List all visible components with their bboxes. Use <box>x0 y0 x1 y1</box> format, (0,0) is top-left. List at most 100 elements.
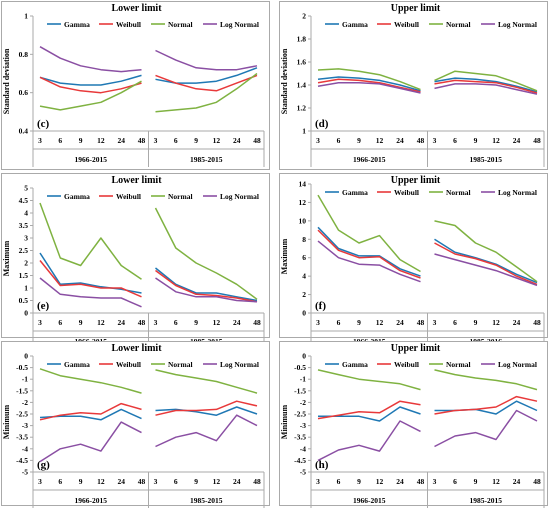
x-tick-label: 48 <box>417 318 425 327</box>
legend-label-gamma: Gamma <box>64 360 90 369</box>
y-tick-label: -2 <box>22 398 28 407</box>
panel-title: Lower limit <box>111 3 162 14</box>
series-line-normal <box>155 369 258 394</box>
x-tick-label: 12 <box>97 477 105 486</box>
period-group-2: 3 6 9 12 24 48 1985-2015 <box>427 70 545 167</box>
series-line-weibull <box>39 402 142 421</box>
panel-label: (e) <box>37 300 50 312</box>
legend-label-weibull: Weibull <box>116 192 141 201</box>
x-tick-label: 6 <box>337 477 341 486</box>
x-tick-label: 12 <box>492 477 500 486</box>
legend-label-gamma: Gamma <box>64 20 90 29</box>
x-tick-label: 9 <box>79 318 83 327</box>
legend-label-log-normal: Log Normal <box>220 360 259 369</box>
y-tick-label: 2.5 <box>19 246 29 255</box>
series-line-log-normal <box>434 83 538 95</box>
legend-label-log-normal: Log Normal <box>498 20 537 29</box>
x-tick-label: 3 <box>38 318 42 327</box>
x-tick-label: 9 <box>194 477 198 486</box>
period-group-1: 3 6 9 12 24 48 1966-2015 <box>310 68 428 167</box>
y-tick-label: -1 <box>22 375 28 384</box>
series-line-weibull <box>434 79 538 94</box>
x-tick-label: 3 <box>38 477 42 486</box>
series-line-weibull <box>317 400 421 420</box>
series-line-log-normal <box>155 414 258 448</box>
x-tick-label: 48 <box>533 136 541 145</box>
x-tick-label: 12 <box>376 136 384 145</box>
series-line-normal <box>155 72 258 113</box>
y-tick-label: 4 <box>24 209 28 218</box>
x-tick-label: 24 <box>396 136 404 145</box>
x-tick-label: 24 <box>117 477 125 486</box>
series-line-log-normal <box>434 409 538 448</box>
panel-label: (f) <box>315 300 326 312</box>
series-line-gamma <box>155 267 258 302</box>
x-tick-label: 12 <box>213 318 221 327</box>
series-line-normal <box>317 369 421 391</box>
y-tick-label: -3.5 <box>294 433 306 442</box>
x-tick-label: 48 <box>253 136 261 145</box>
y-tick-label: 3 <box>24 234 28 243</box>
panel-frame <box>1 341 270 506</box>
x-tick-label: 9 <box>357 318 361 327</box>
legend-label-weibull: Weibull <box>394 188 419 197</box>
y-tick-label: -2.5 <box>16 410 28 419</box>
series-line-weibull <box>39 76 142 94</box>
x-tick-label: 12 <box>97 136 105 145</box>
series-line-normal <box>39 202 142 280</box>
period-group-2: 3 6 9 12 24 48 1985-2015 <box>148 49 265 167</box>
x-tick-label: 12 <box>376 318 384 327</box>
series-line-normal <box>39 368 142 394</box>
panel-label: (h) <box>315 459 329 471</box>
y-tick-label: 0.6 <box>19 88 29 97</box>
y-tick-label: 1.8 <box>297 35 307 44</box>
series-line-normal <box>39 80 142 111</box>
x-tick-label: 9 <box>357 477 361 486</box>
series-line-gamma <box>317 76 421 92</box>
x-tick-label: 6 <box>453 477 457 486</box>
series-line-gamma <box>39 74 142 86</box>
series-line-weibull <box>155 400 258 416</box>
series-line-log-normal <box>39 46 142 73</box>
y-tick-label: 4.5 <box>19 196 29 205</box>
period-label: 1985-2015 <box>470 155 503 164</box>
x-tick-label: 9 <box>474 477 478 486</box>
chart-panel-bottom-right: Upper limit -5 -4.5 -4 -3.5 -3 -2.5 -2 -1.5 -1 -0.… <box>279 341 548 508</box>
x-tick-label: 3 <box>316 318 320 327</box>
x-tick-label: 6 <box>58 136 62 145</box>
x-tick-label: 24 <box>233 318 241 327</box>
x-tick-label: 24 <box>513 136 521 145</box>
y-axis-label: Standard deviation <box>280 48 289 114</box>
x-tick-label: 3 <box>154 136 158 145</box>
x-tick-label: 9 <box>474 318 478 327</box>
y-tick-label: -3.5 <box>16 433 28 442</box>
x-tick-label: 3 <box>154 318 158 327</box>
y-tick-label: 0.5 <box>19 296 29 305</box>
legend-label-log-normal: Log Normal <box>220 20 259 29</box>
legend-label-weibull: Weibull <box>394 360 419 369</box>
y-tick-label: 1.6 <box>297 58 307 67</box>
chart-panel-bottom-left: Lower limit -5 -4.5 -4 -3.5 -3 -2.5 -2 -1.5 -1 -0.… <box>1 341 270 508</box>
y-tick-label: -5 <box>22 468 28 477</box>
x-tick-label: 3 <box>433 136 437 145</box>
series-line-weibull <box>434 242 538 286</box>
y-tick-label: -2.5 <box>294 410 306 419</box>
legend-label-weibull: Weibull <box>394 20 419 29</box>
series-line-log-normal <box>317 420 421 462</box>
panel-label: (g) <box>37 459 50 471</box>
y-axis-label: Minimum <box>2 405 11 440</box>
panel-frame <box>1 173 270 338</box>
y-tick-label: -0.5 <box>16 363 28 372</box>
y-tick-label: 2 <box>24 259 28 268</box>
x-tick-label: 48 <box>253 318 261 327</box>
series-line-normal <box>317 68 421 91</box>
series-line-log-normal <box>317 240 421 283</box>
x-tick-label: 9 <box>194 136 198 145</box>
x-tick-label: 12 <box>376 477 384 486</box>
y-tick-label: 1.2 <box>297 104 307 113</box>
series-line-log-normal <box>155 277 258 303</box>
series-line-normal <box>154 207 258 300</box>
panel-title: Upper limit <box>391 3 441 14</box>
y-tick-label: 6 <box>302 253 306 262</box>
y-axis-label: Minimum <box>280 405 289 440</box>
